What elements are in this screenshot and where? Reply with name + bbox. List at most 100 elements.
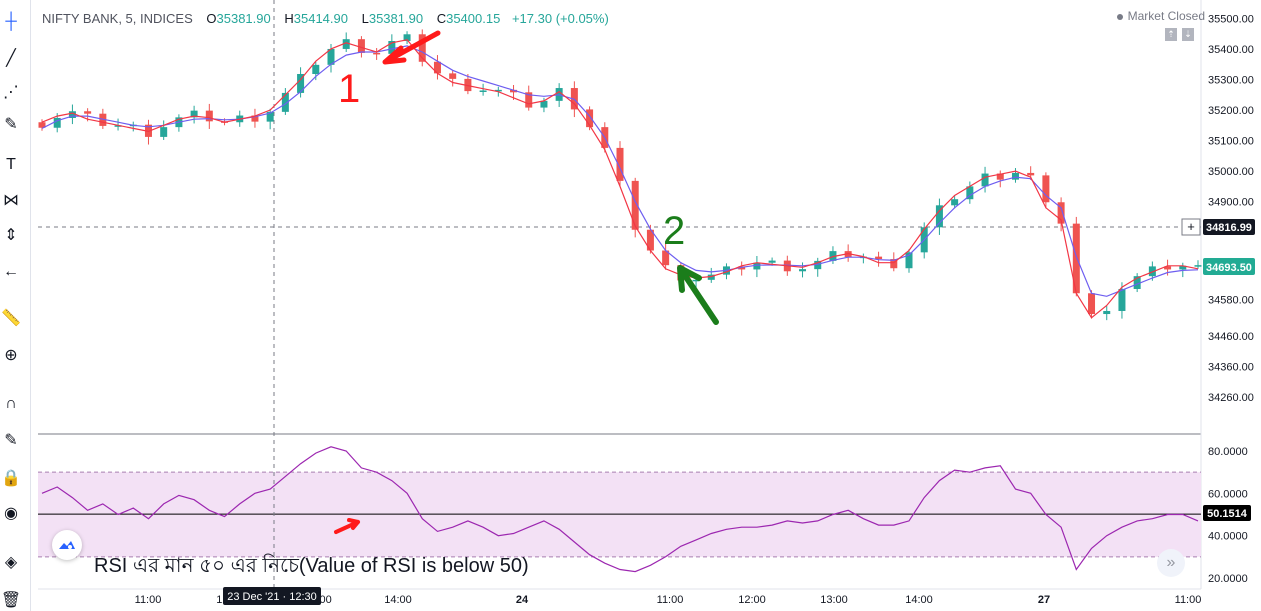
time-tick-label: 14:00: [384, 594, 412, 606]
marker-2-label: 2: [663, 209, 685, 253]
plus-icon: +: [1187, 219, 1195, 234]
candle-down: [84, 111, 92, 114]
time-tick-label: 13:00: [820, 594, 848, 606]
candle-up: [327, 48, 335, 65]
candle-up: [479, 90, 487, 92]
candle-down: [205, 110, 213, 122]
candle-down: [616, 147, 624, 181]
rsi-caption: RSI এর মান ৫০ এর নিচে(Value of RSI is be…: [94, 555, 529, 577]
add-alert-button[interactable]: [1181, 218, 1201, 236]
pitchfork-icon[interactable]: ⋰: [3, 84, 19, 101]
candle-down: [1164, 266, 1172, 270]
last-price-label: 34693.50: [1206, 262, 1252, 274]
collapse-up-icon[interactable]: ⇡: [1165, 28, 1177, 41]
candle-up: [1194, 265, 1202, 267]
price-tick-label: 35500.00: [1208, 13, 1254, 25]
candle-up: [190, 110, 198, 118]
open-value: 35381.90: [216, 11, 271, 26]
trendline-icon[interactable]: ╱: [6, 50, 16, 67]
candle-down: [996, 173, 1004, 180]
candle-down: [1042, 175, 1050, 203]
ruler-icon[interactable]: 📏: [1, 310, 21, 327]
time-tick-label: 12:00: [738, 594, 766, 606]
trash-icon[interactable]: 🗑: [0, 592, 22, 609]
ema-slow-line: [41, 45, 1199, 297]
candle-up: [966, 186, 974, 200]
candle-up: [312, 64, 320, 74]
rsi-value-tag: [1203, 505, 1251, 521]
candle-up: [799, 269, 807, 272]
candle-down: [251, 115, 259, 122]
candle-up: [1103, 310, 1111, 315]
candle-up: [388, 41, 396, 54]
candle-up: [342, 39, 350, 49]
symbol-label[interactable]: NIFTY BANK, 5, INDICES: [42, 11, 193, 26]
candle-up: [935, 205, 943, 228]
price-tick-label: 34460.00: [1208, 331, 1254, 343]
crosshair-icon[interactable]: ┼: [5, 13, 17, 30]
candle-up: [707, 274, 715, 280]
candle-up: [814, 260, 822, 270]
magnet-icon[interactable]: ∩: [5, 395, 17, 412]
brush-icon[interactable]: ✎: [4, 116, 18, 133]
candle-up: [403, 34, 411, 42]
rsi-value-label: 50.1514: [1207, 508, 1248, 520]
rsi-tick-label: 20.0000: [1208, 573, 1248, 585]
candle-up: [768, 260, 776, 263]
eye-icon[interactable]: ◉: [4, 505, 18, 522]
close-key: C: [436, 11, 447, 26]
candle-down: [464, 78, 472, 92]
candle-up: [951, 199, 959, 206]
time-tick-label: 27: [1038, 594, 1050, 606]
candle-up: [692, 279, 700, 282]
low-value: 35381.90: [368, 11, 424, 26]
lock-drawing-icon[interactable]: ✎: [4, 432, 18, 449]
candle-up: [1133, 276, 1141, 289]
crosshair-time-tag: [223, 587, 321, 605]
text-icon[interactable]: T: [6, 156, 16, 173]
zoom-icon[interactable]: ⊕: [4, 347, 18, 364]
candle-down: [433, 61, 441, 74]
time-tick-label: 11:00: [1175, 594, 1202, 606]
measure-icon[interactable]: ⇕: [4, 227, 18, 244]
price-tick-label: 34580.00: [1208, 294, 1254, 306]
candle-up: [266, 111, 274, 122]
back-arrow-icon[interactable]: ←: [3, 263, 19, 280]
candle-down: [875, 256, 883, 260]
candle-up: [1118, 288, 1126, 311]
candle-down: [510, 89, 518, 93]
green-arrow-icon: [677, 265, 719, 325]
scroll-to-realtime-icon[interactable]: »: [1157, 549, 1185, 577]
price-tick-label: 35000.00: [1208, 166, 1254, 178]
candle-down: [738, 266, 746, 270]
close-value: 35400.15: [446, 11, 501, 26]
collapse-down-icon[interactable]: ⇣: [1182, 28, 1194, 41]
candle-down: [418, 34, 426, 62]
candle-up: [297, 73, 305, 93]
price-tick-label: 34900.00: [1208, 197, 1254, 209]
price-tick-label: 35300.00: [1208, 74, 1254, 86]
marker-1-label: 1: [338, 67, 360, 111]
time-tick-label: 24: [516, 594, 529, 606]
market-status: Market Closed: [1116, 9, 1205, 23]
candle-up: [1179, 265, 1187, 270]
time-tick-label: 14:00: [905, 594, 933, 606]
candle-down: [890, 259, 898, 269]
tradingview-logo-icon[interactable]: [52, 530, 82, 560]
candle-up: [540, 100, 548, 108]
candle-down: [646, 229, 654, 251]
time-tick-label: 11:00: [657, 594, 684, 606]
layers-icon[interactable]: ◈: [4, 554, 18, 571]
price-tick-label: 34260.00: [1208, 392, 1254, 404]
candle-up: [905, 252, 913, 269]
lock-icon[interactable]: 🔒: [1, 470, 21, 487]
low-key: L: [361, 11, 369, 26]
candle-down: [373, 52, 381, 55]
crosshair-price-tag: [1203, 219, 1255, 235]
time-tick-label: 11:00: [135, 594, 162, 606]
rsi-line: [41, 446, 1199, 573]
candle-down: [662, 250, 670, 266]
pattern-icon[interactable]: ⋈: [3, 192, 19, 209]
candle-down: [449, 73, 457, 79]
